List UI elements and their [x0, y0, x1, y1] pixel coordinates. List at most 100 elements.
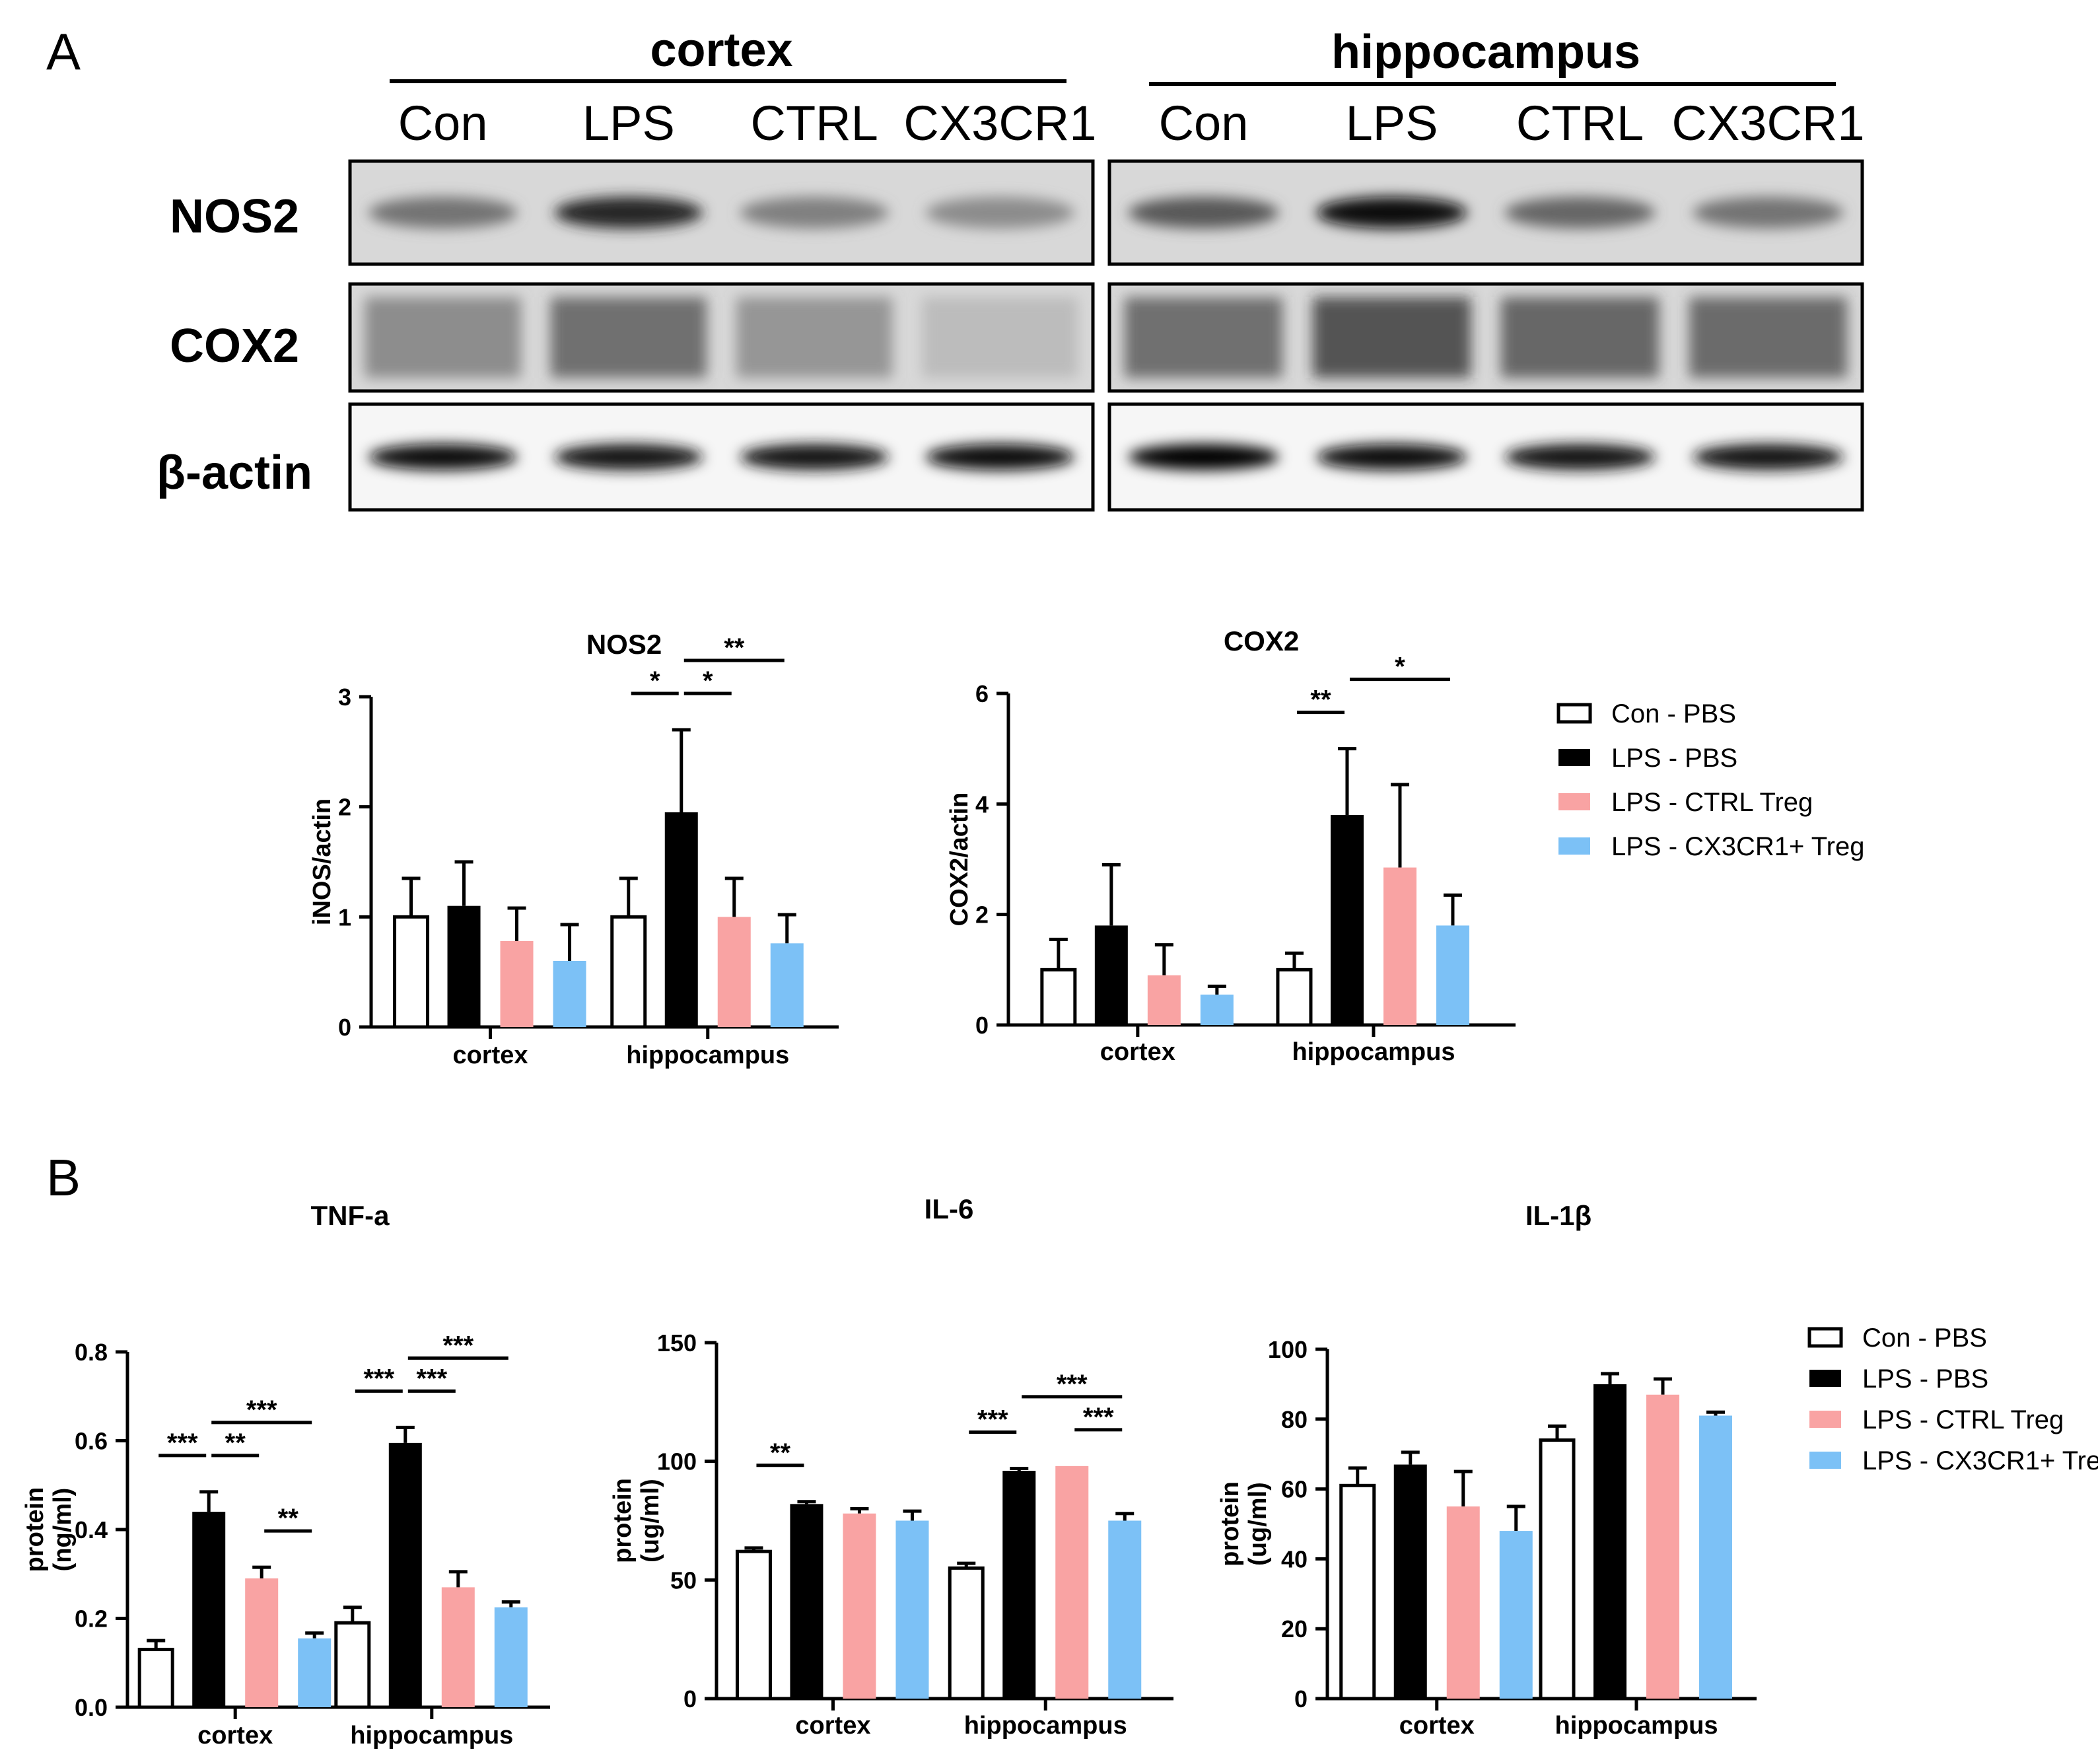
y-axis-label: iNOS/actin: [308, 798, 336, 925]
significance-label: ***: [442, 1331, 473, 1360]
blot-lane-label: Con: [1159, 96, 1249, 151]
blot-lane-label: LPS: [582, 96, 675, 151]
blot-band: [1316, 444, 1467, 470]
legend-swatch: [1558, 793, 1590, 810]
y-tick-label: 3: [338, 684, 351, 711]
bar: [1499, 1531, 1533, 1699]
significance-label: ***: [246, 1395, 277, 1425]
legend-label: LPS - PBS: [1611, 744, 1737, 773]
blot-lane-label: CTRL: [751, 96, 878, 151]
significance-label: **: [278, 1504, 299, 1533]
bar: [1593, 1384, 1626, 1699]
bar: [1646, 1394, 1679, 1699]
legend-swatch: [1809, 1370, 1841, 1387]
blot-row-label-0: NOS2: [170, 190, 299, 243]
y-tick-label: 0: [338, 1014, 351, 1041]
panel-a-label: A: [46, 22, 81, 81]
y-tick-label: 2: [975, 901, 989, 929]
bar: [388, 1442, 422, 1707]
x-tick-label: hippocampus: [1292, 1038, 1455, 1066]
bar: [447, 905, 481, 1027]
chart-title: NOS2: [586, 629, 662, 660]
y-tick-label: 4: [975, 791, 989, 818]
blot-tissue-label-hippocampus: hippocampus: [1331, 26, 1640, 79]
blot-band: [1504, 444, 1656, 470]
blot-lane-label: CTRL: [1516, 96, 1644, 151]
bar: [895, 1520, 929, 1699]
y-tick-label: 80: [1281, 1406, 1308, 1433]
blot-lane-label: CX3CR1: [1672, 96, 1865, 151]
legend-label: LPS - CTRL Treg: [1862, 1405, 2064, 1434]
y-tick-label: 0: [975, 1012, 989, 1039]
bar: [948, 1566, 985, 1701]
chart-il1b: IL-1β protein (ug/ml) 0 20 40 60 80 100 cortex hip…: [1216, 1200, 1757, 1740]
bar: [1339, 1483, 1376, 1701]
bar: [770, 943, 804, 1027]
bar: [1539, 1438, 1576, 1701]
bar: [1330, 815, 1364, 1025]
significance-label: **: [724, 633, 745, 662]
significance-label: *: [650, 666, 660, 695]
blot-band: [1128, 444, 1279, 470]
blot-band: [1693, 444, 1844, 470]
y-axis-label-unit: (ug/ml): [637, 1479, 664, 1563]
x-tick-label: cortex: [197, 1722, 273, 1749]
y-tick-label: 0.8: [75, 1339, 108, 1366]
x-tick-label: cortex: [1100, 1038, 1175, 1066]
bar: [1383, 867, 1416, 1025]
legend-swatch: [1807, 1327, 1843, 1348]
blot-band: [368, 197, 518, 229]
blot-band: [554, 197, 703, 229]
x-tick-label: hippocampus: [626, 1041, 789, 1069]
chart-title: IL-1β: [1525, 1200, 1591, 1231]
blot-band: [550, 297, 707, 378]
bar: [843, 1513, 876, 1699]
legend-label: Con - PBS: [1611, 699, 1736, 728]
significance-label: ***: [167, 1429, 198, 1458]
bar: [735, 1549, 772, 1701]
significance-markers: ***********: [756, 1370, 1123, 1467]
chart-title: COX2: [1224, 625, 1299, 656]
y-axis-label: COX2/actin: [946, 793, 973, 927]
significance-label: *: [703, 666, 713, 695]
bar: [1393, 1464, 1427, 1699]
bar: [1200, 994, 1234, 1025]
significance-label: ***: [1057, 1370, 1088, 1399]
bar: [137, 1648, 174, 1709]
bar: [717, 917, 751, 1027]
bar: [245, 1578, 279, 1707]
bar: [1699, 1415, 1732, 1699]
bar: [1094, 925, 1128, 1025]
significance-label: ***: [363, 1364, 394, 1393]
bar: [1446, 1506, 1480, 1699]
legend-label: LPS - CX3CR1+ Treg: [1862, 1446, 2098, 1475]
bar: [298, 1638, 332, 1707]
blot-band: [1312, 297, 1471, 378]
blot-band: [554, 444, 703, 470]
blot-band: [365, 297, 521, 378]
bar: [1002, 1471, 1036, 1699]
legend-label: LPS - PBS: [1862, 1364, 1988, 1394]
y-tick-label: 2: [338, 794, 351, 821]
legend-label: LPS - CX3CR1+ Treg: [1611, 832, 1865, 861]
bar: [1276, 968, 1313, 1027]
y-tick-label: 0.4: [75, 1516, 108, 1543]
blot-lane-label: Con: [398, 96, 488, 151]
y-tick-label: 50: [670, 1567, 697, 1594]
bar: [553, 961, 586, 1027]
x-tick-label: cortex: [453, 1041, 528, 1069]
blot-band: [1693, 197, 1844, 229]
blot-lane-label: CX3CR1: [903, 96, 1096, 151]
bar: [1436, 925, 1469, 1025]
legend-swatch: [1558, 749, 1590, 766]
significance-label: ***: [1083, 1403, 1114, 1432]
legend-bottom: Con - PBS LPS - PBS LPS - CTRL Treg LPS - C…: [1807, 1323, 2098, 1475]
blot-band: [925, 444, 1074, 470]
x-tick-label: hippocampus: [964, 1712, 1127, 1740]
bar: [610, 915, 647, 1029]
y-tick-label: 0: [1294, 1685, 1308, 1712]
blot-row-label-2: β-actin: [157, 446, 312, 499]
bar: [1147, 975, 1181, 1025]
